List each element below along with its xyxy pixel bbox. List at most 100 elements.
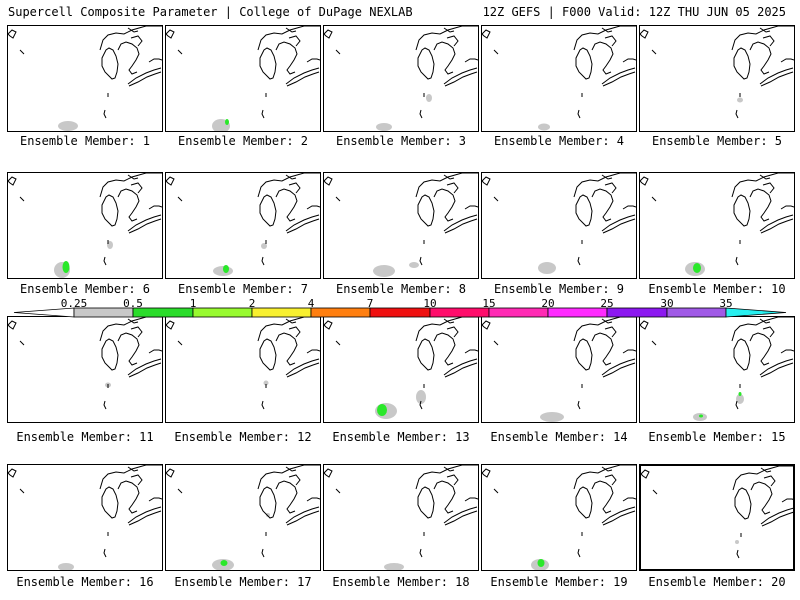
coastline	[127, 358, 162, 376]
ensemble-member-map	[7, 172, 163, 279]
coastline	[286, 362, 320, 378]
coastline	[759, 27, 771, 33]
coastline	[443, 318, 455, 324]
coastline	[335, 196, 341, 202]
coastline	[604, 182, 617, 194]
scp-contour-green	[62, 261, 70, 273]
coastline	[127, 67, 162, 85]
coastline	[601, 318, 613, 324]
coastline	[736, 549, 740, 559]
coastline	[103, 109, 107, 119]
coastline	[591, 480, 614, 514]
coastline	[604, 326, 617, 338]
coastline	[288, 474, 301, 486]
coastline	[257, 173, 320, 198]
member-caption: Ensemble Member: 3	[335, 134, 467, 148]
coastline	[760, 71, 794, 87]
coastline	[306, 58, 320, 63]
ensemble-member-map	[481, 464, 637, 571]
member-map-svg	[324, 465, 478, 570]
coastline	[288, 182, 301, 194]
coastline	[443, 174, 455, 180]
coastline	[261, 109, 265, 119]
coastline	[177, 196, 183, 202]
ensemble-member-map	[639, 172, 795, 279]
legend-max-arrow	[725, 307, 787, 318]
scp-contour-gray	[538, 262, 556, 274]
coastline	[127, 506, 162, 524]
coastline	[101, 194, 119, 227]
coastline	[591, 188, 614, 222]
coastline	[275, 41, 298, 75]
coastline	[601, 506, 636, 524]
member-map-svg	[482, 26, 636, 131]
coastline	[127, 174, 139, 180]
member-map-svg	[166, 465, 320, 570]
coastline	[604, 35, 617, 47]
scp-contour-gray	[58, 121, 78, 131]
coastline	[285, 318, 297, 324]
coastline	[443, 27, 455, 33]
legend-tick-label: 20	[541, 297, 555, 310]
coastline	[19, 340, 25, 346]
coastline	[733, 47, 751, 80]
ensemble-member-map	[323, 172, 479, 279]
coastline	[760, 507, 793, 525]
color-legend	[13, 307, 787, 318]
coastline	[733, 194, 751, 227]
coastline	[166, 320, 175, 330]
coastline	[286, 510, 320, 526]
member-caption: Ensemble Member: 15	[648, 430, 786, 444]
coastline	[601, 27, 613, 33]
coastline	[604, 474, 617, 486]
coastline	[731, 26, 794, 51]
coastline	[127, 318, 139, 324]
coastline	[577, 548, 581, 558]
coastline	[128, 362, 162, 378]
coastline	[443, 67, 478, 85]
coastline	[464, 205, 478, 210]
coastline	[573, 173, 636, 198]
coastline	[640, 320, 649, 330]
scp-contour-gray	[376, 123, 392, 131]
coastline	[419, 109, 423, 119]
scp-contour-gray	[735, 540, 739, 544]
coastline	[148, 349, 162, 354]
scp-contour-green	[223, 265, 229, 273]
coastline	[261, 548, 265, 558]
coastline	[760, 218, 794, 234]
scp-contour-gray	[409, 262, 419, 268]
ensemble-member-map	[639, 25, 795, 132]
coastline	[760, 362, 794, 378]
ensemble-member-map	[639, 464, 795, 571]
member-caption: Ensemble Member: 8	[335, 282, 467, 296]
coastline	[732, 466, 793, 491]
legend-segment	[251, 307, 312, 318]
member-map-svg	[482, 317, 636, 422]
coastline	[288, 326, 301, 338]
coastline	[749, 332, 772, 366]
coastline	[166, 468, 175, 478]
scp-contour-green	[738, 392, 742, 396]
scp-contour-green	[693, 263, 701, 273]
coastline	[573, 317, 636, 342]
member-map-svg	[8, 173, 162, 278]
coastline	[177, 340, 183, 346]
coastline	[575, 486, 593, 519]
coastline	[780, 349, 794, 354]
coastline	[601, 214, 636, 232]
coastline	[433, 41, 456, 75]
coastline	[8, 320, 17, 330]
coastline	[99, 173, 162, 198]
coastline	[622, 58, 636, 63]
legend-tick-label: 10	[423, 297, 437, 310]
legend-tick-label: 30	[660, 297, 674, 310]
legend-segment	[369, 307, 431, 318]
scp-contour-gray	[373, 265, 395, 277]
coastline	[275, 480, 298, 514]
legend-segment	[547, 307, 608, 318]
coastline	[148, 497, 162, 502]
coastline	[651, 196, 657, 202]
coastline	[306, 497, 320, 502]
scp-contour-green	[220, 560, 228, 566]
